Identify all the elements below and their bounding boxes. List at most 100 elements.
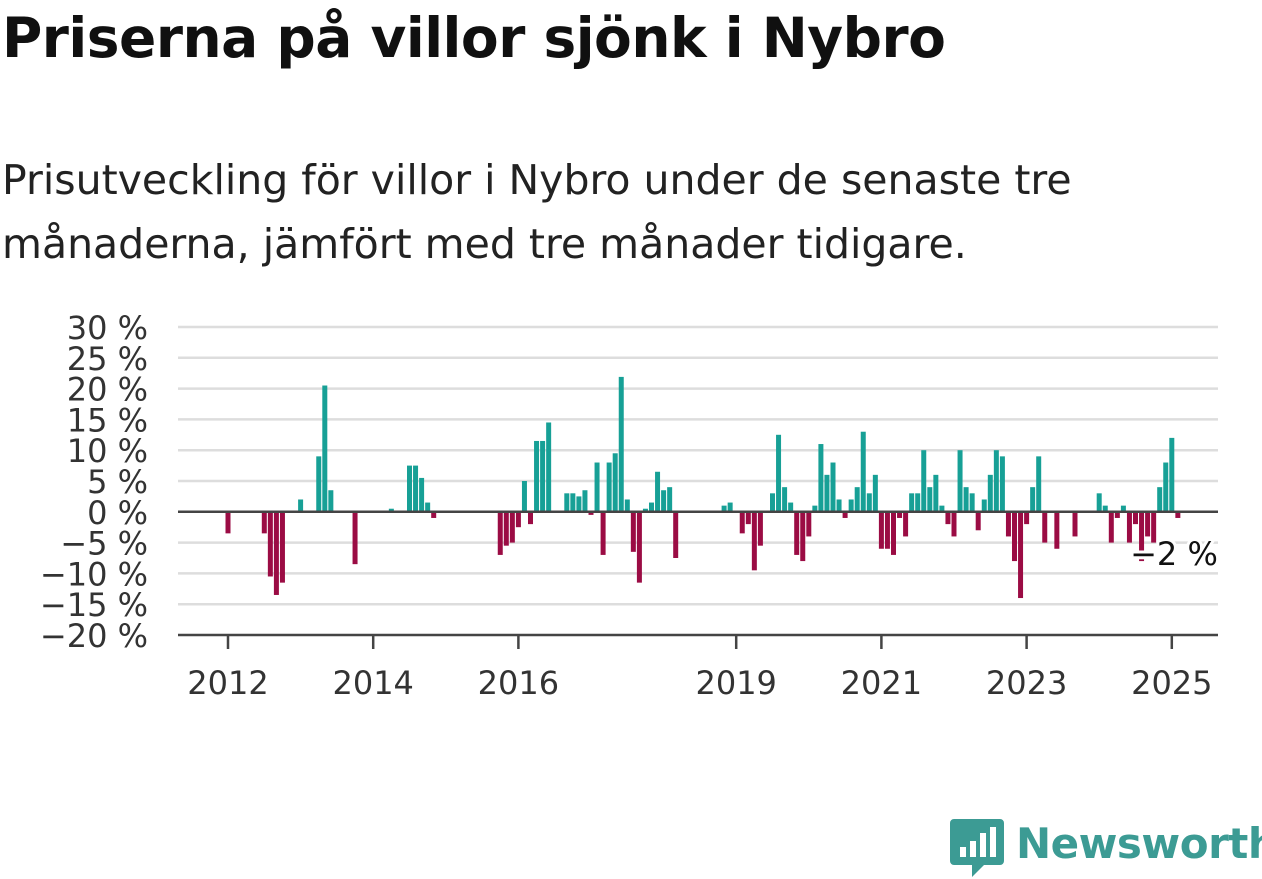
bar [534,440,540,512]
bar [945,511,951,525]
bar [999,456,1005,512]
bar [546,422,552,512]
bar [1005,511,1011,537]
y-tick-label: 0 % [87,494,148,532]
bar [655,471,661,512]
bar [576,496,582,512]
page-title: Priserna på villor sjönk i Nybro [2,6,946,70]
bar [909,493,915,512]
bar [642,508,648,512]
bar [1175,511,1181,518]
bars [225,376,1181,599]
bar [316,456,322,512]
bar [612,453,618,512]
bar [407,465,412,512]
bar [751,511,757,571]
bar [921,450,927,512]
y-tick-label: 10 % [67,432,148,470]
bar [969,493,975,512]
bar-chart-speech-bubble-icon [950,819,1004,877]
y-tick-label: 25 % [67,340,148,378]
bar [903,511,909,537]
bar [860,431,866,512]
bar [818,444,824,512]
logo-text: Newsworthy [1016,819,1262,868]
bar [1157,487,1163,512]
bar [788,502,794,512]
y-axis-ticks: 30 %25 %20 %15 %10 %5 %0 %−5 %−10 %−15 %… [40,309,148,655]
bar [1054,511,1060,549]
last-value-label: −2 % [1130,535,1218,573]
x-tick-label: 2021 [841,664,922,702]
bar [981,499,987,512]
bar [975,511,981,531]
bar [830,462,836,512]
bar [261,511,267,534]
bar [273,511,279,595]
bar [1042,511,1048,543]
y-tick-label: 5 % [87,463,148,501]
bar [1102,505,1108,512]
bar [1139,511,1145,562]
bar [1120,505,1126,512]
bar [842,511,848,518]
bar [606,462,612,512]
bar [1163,462,1169,512]
bar [630,511,636,552]
bar [836,499,842,512]
bar [425,502,431,512]
bar [540,440,546,512]
bar [515,511,521,528]
bar [582,490,588,512]
bar [649,502,654,512]
bar [915,493,921,512]
bar [661,490,667,512]
page-subtitle: Prisutveckling för villor i Nybro under … [2,156,1072,268]
bar [872,474,878,512]
axes [178,510,1218,637]
bar [854,487,860,512]
bar [806,511,812,537]
bar [636,511,642,583]
bar [891,511,896,555]
y-tick-label: −10 % [40,555,148,593]
bar [570,493,576,512]
y-tick-label: 20 % [67,371,148,409]
annotations: −2 % [1127,532,1221,576]
bar [1096,493,1102,512]
bar [727,502,733,512]
bar [497,511,503,555]
y-tick-label: 15 % [67,401,148,439]
bar [757,511,763,546]
bar [509,511,515,543]
bar [588,511,594,515]
x-tick-label: 2019 [695,664,776,702]
bar-chart: 30 %25 %20 %15 %10 %5 %0 %−5 %−10 %−15 %… [40,309,1221,702]
bar [782,487,788,512]
bar [939,505,945,512]
bar [957,450,963,512]
x-tick-label: 2012 [187,664,268,702]
bar [279,511,285,583]
bar [1133,511,1138,525]
bar [770,493,775,512]
bar [739,511,745,534]
bar [564,493,570,512]
x-axis-ticks: 2012 2014 2016 2019 2021 2023 2025 [187,635,1213,702]
y-tick-label: −20 % [40,617,148,655]
bar [1108,511,1114,543]
bar [1018,511,1024,599]
bar [1036,456,1042,512]
bar [824,474,830,512]
bar [225,511,231,534]
bar [987,474,993,512]
bar [503,511,509,546]
bar [1030,487,1036,512]
bar [328,490,334,512]
bar [721,505,727,512]
x-tick-label: 2025 [1131,664,1212,702]
bar [594,462,600,512]
bar [866,493,872,512]
newsworthy-logo: Newsworthy [950,819,1262,877]
x-tick-label: 2023 [986,664,1067,702]
